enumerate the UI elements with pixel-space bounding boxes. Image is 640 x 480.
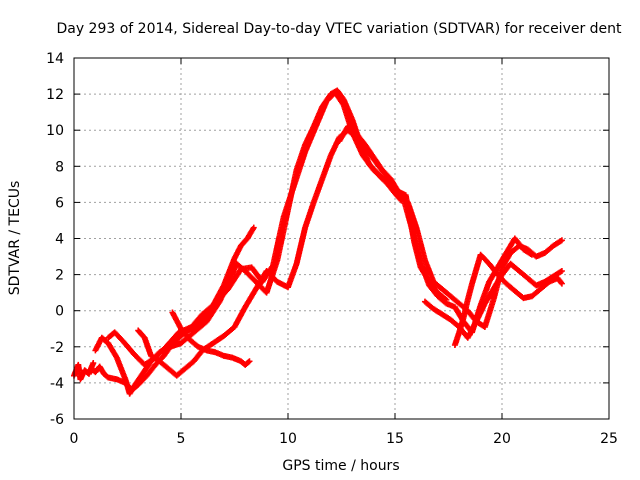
data-points	[71, 87, 565, 397]
x-tick-label: 20	[493, 431, 511, 447]
y-tick-label: 14	[46, 51, 64, 67]
x-axis-label: GPS time / hours	[282, 458, 399, 474]
x-tick-label: 15	[386, 431, 404, 447]
x-tick-label: 5	[177, 431, 186, 447]
series-arc-7	[336, 123, 565, 330]
data-point	[558, 280, 565, 287]
data-point	[558, 237, 565, 244]
x-tick-label: 10	[279, 431, 297, 447]
y-tick-label: 2	[55, 268, 64, 284]
data-point	[250, 224, 257, 231]
data-point	[558, 267, 565, 274]
data-point	[558, 279, 565, 286]
series-arc-9	[451, 251, 565, 348]
series-arc-4	[105, 89, 450, 368]
y-tick-label: 12	[46, 87, 64, 103]
chart-title: Day 293 of 2014, Sidereal Day-to-day VTE…	[56, 21, 622, 37]
axis-ticks	[73, 57, 610, 420]
y-tick-label: 6	[55, 195, 64, 211]
data-point	[246, 358, 253, 365]
x-tick-label: 25	[600, 431, 618, 447]
data-point	[90, 360, 97, 367]
x-tick-label: 0	[70, 431, 79, 447]
y-tick-label: 8	[55, 159, 64, 175]
y-tick-label: -4	[50, 376, 64, 392]
y-tick-labels: -6 -4 -2 0 2 4 6 8 10 12 14	[46, 51, 64, 428]
data-point	[245, 359, 252, 366]
y-tick-label: -6	[50, 412, 64, 428]
y-axis-label: SDTVAR / TECUs	[7, 181, 23, 296]
x-tick-labels: 0 5 10 15 20 25	[70, 431, 618, 447]
y-tick-label: 0	[55, 304, 64, 320]
y-tick-label: 4	[55, 232, 64, 248]
y-tick-label: -2	[50, 340, 64, 356]
series-arc-6	[169, 309, 253, 368]
y-tick-label: 10	[46, 123, 64, 139]
